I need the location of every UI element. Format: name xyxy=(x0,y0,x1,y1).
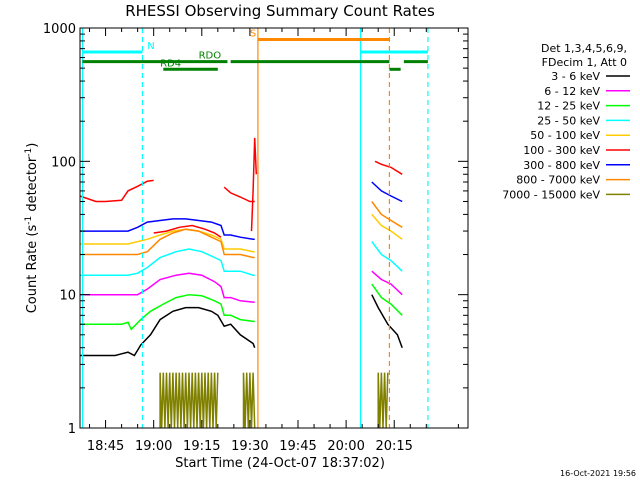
series-line-4-seg-1 xyxy=(371,213,403,240)
chart-title: RHESSI Observing Summary Count Rates xyxy=(125,2,435,20)
series-line-6-seg-1 xyxy=(371,181,403,203)
series-line-5-seg-2 xyxy=(223,186,255,203)
legend-label-8: 7000 - 15000 keV xyxy=(502,188,600,201)
y-axis-label-part: -1 xyxy=(24,148,34,157)
legend-label-6: 300 - 800 keV xyxy=(523,159,600,172)
series-line-8-seg-2 xyxy=(377,372,389,429)
legend-header-1: FDecim 1, Att 0 xyxy=(542,56,627,69)
series-line-3-seg-1 xyxy=(371,241,403,272)
y-tick-label-0: 1 xyxy=(68,422,76,437)
state-bar-label-4: RD4 xyxy=(160,58,181,69)
series-line-2-seg-1 xyxy=(371,283,403,316)
series-line-5-seg-1 xyxy=(153,224,222,238)
state-bar-label-3: RDO xyxy=(199,51,222,62)
series-line-5-seg-3 xyxy=(374,160,403,175)
series-line-4-seg-0 xyxy=(79,228,255,253)
x-tick-label-1: 19:00 xyxy=(135,439,172,454)
flare-spike xyxy=(250,137,258,232)
x-tick-label-5: 20:00 xyxy=(327,439,364,454)
series-line-0-seg-1 xyxy=(371,294,403,348)
legend-label-7: 800 - 7000 keV xyxy=(516,174,600,187)
state-bar-label-2: S xyxy=(250,28,256,39)
y-axis-label: Count Rate (s-1 detector-1) xyxy=(24,143,40,314)
legend: Det 1,3,4,5,6,9,FDecim 1, Att 03 - 6 keV… xyxy=(502,42,630,201)
series-line-8-seg-1 xyxy=(242,372,256,429)
x-tick-label-6: 20:15 xyxy=(375,439,412,454)
series-line-8-seg-0 xyxy=(159,372,219,429)
legend-label-3: 25 - 50 keV xyxy=(537,114,600,127)
x-axis-label: Start Time (24-Oct-07 18:37:02) xyxy=(175,456,385,471)
x-tick-label-2: 19:15 xyxy=(183,439,220,454)
footer-date: 16-Oct-2021 19:56 xyxy=(560,469,636,478)
legend-header-0: Det 1,3,4,5,6,9, xyxy=(541,42,627,55)
y-axis-label-part: ) xyxy=(25,143,40,148)
series-line-7-seg-1 xyxy=(371,201,403,228)
legend-label-1: 6 - 12 keV xyxy=(544,85,600,98)
series-line-3-seg-0 xyxy=(79,248,255,276)
y-axis-label-part: -1 xyxy=(24,216,34,225)
plot-frame xyxy=(79,27,469,429)
plot-area: N S RDO RD4 xyxy=(79,28,429,429)
y-axis-label-part: detector xyxy=(25,156,40,216)
series-line-5-seg-0 xyxy=(79,179,154,203)
series-line-2-seg-0 xyxy=(79,293,255,331)
series-line-7-seg-0 xyxy=(79,228,255,259)
y-tick-label-3: 1000 xyxy=(43,22,76,37)
legend-label-5: 100 - 300 keV xyxy=(523,144,600,157)
state-bar-label-0: N xyxy=(147,41,154,52)
series-line-6-seg-0 xyxy=(79,218,255,241)
y-axis-label-part: Count Rate (s xyxy=(25,225,40,314)
legend-label-2: 12 - 25 keV xyxy=(537,100,600,113)
legend-label-0: 3 - 6 keV xyxy=(551,70,600,83)
series-line-1-seg-0 xyxy=(79,272,255,303)
x-tick-label-4: 19:45 xyxy=(279,439,316,454)
y-axis: 1 10 100 1000 xyxy=(43,22,468,437)
y-tick-label-1: 10 xyxy=(59,289,76,304)
x-axis: 18:45 19:00 19:15 19:30 19:45 20:00 20:15 xyxy=(87,28,459,454)
legend-label-4: 50 - 100 keV xyxy=(530,129,600,142)
x-tick-label-0: 18:45 xyxy=(87,439,124,454)
series-line-1-seg-1 xyxy=(371,270,403,296)
x-tick-label-3: 19:30 xyxy=(231,439,268,454)
series-line-0-seg-0 xyxy=(79,306,256,357)
y-tick-label-2: 100 xyxy=(51,155,76,170)
